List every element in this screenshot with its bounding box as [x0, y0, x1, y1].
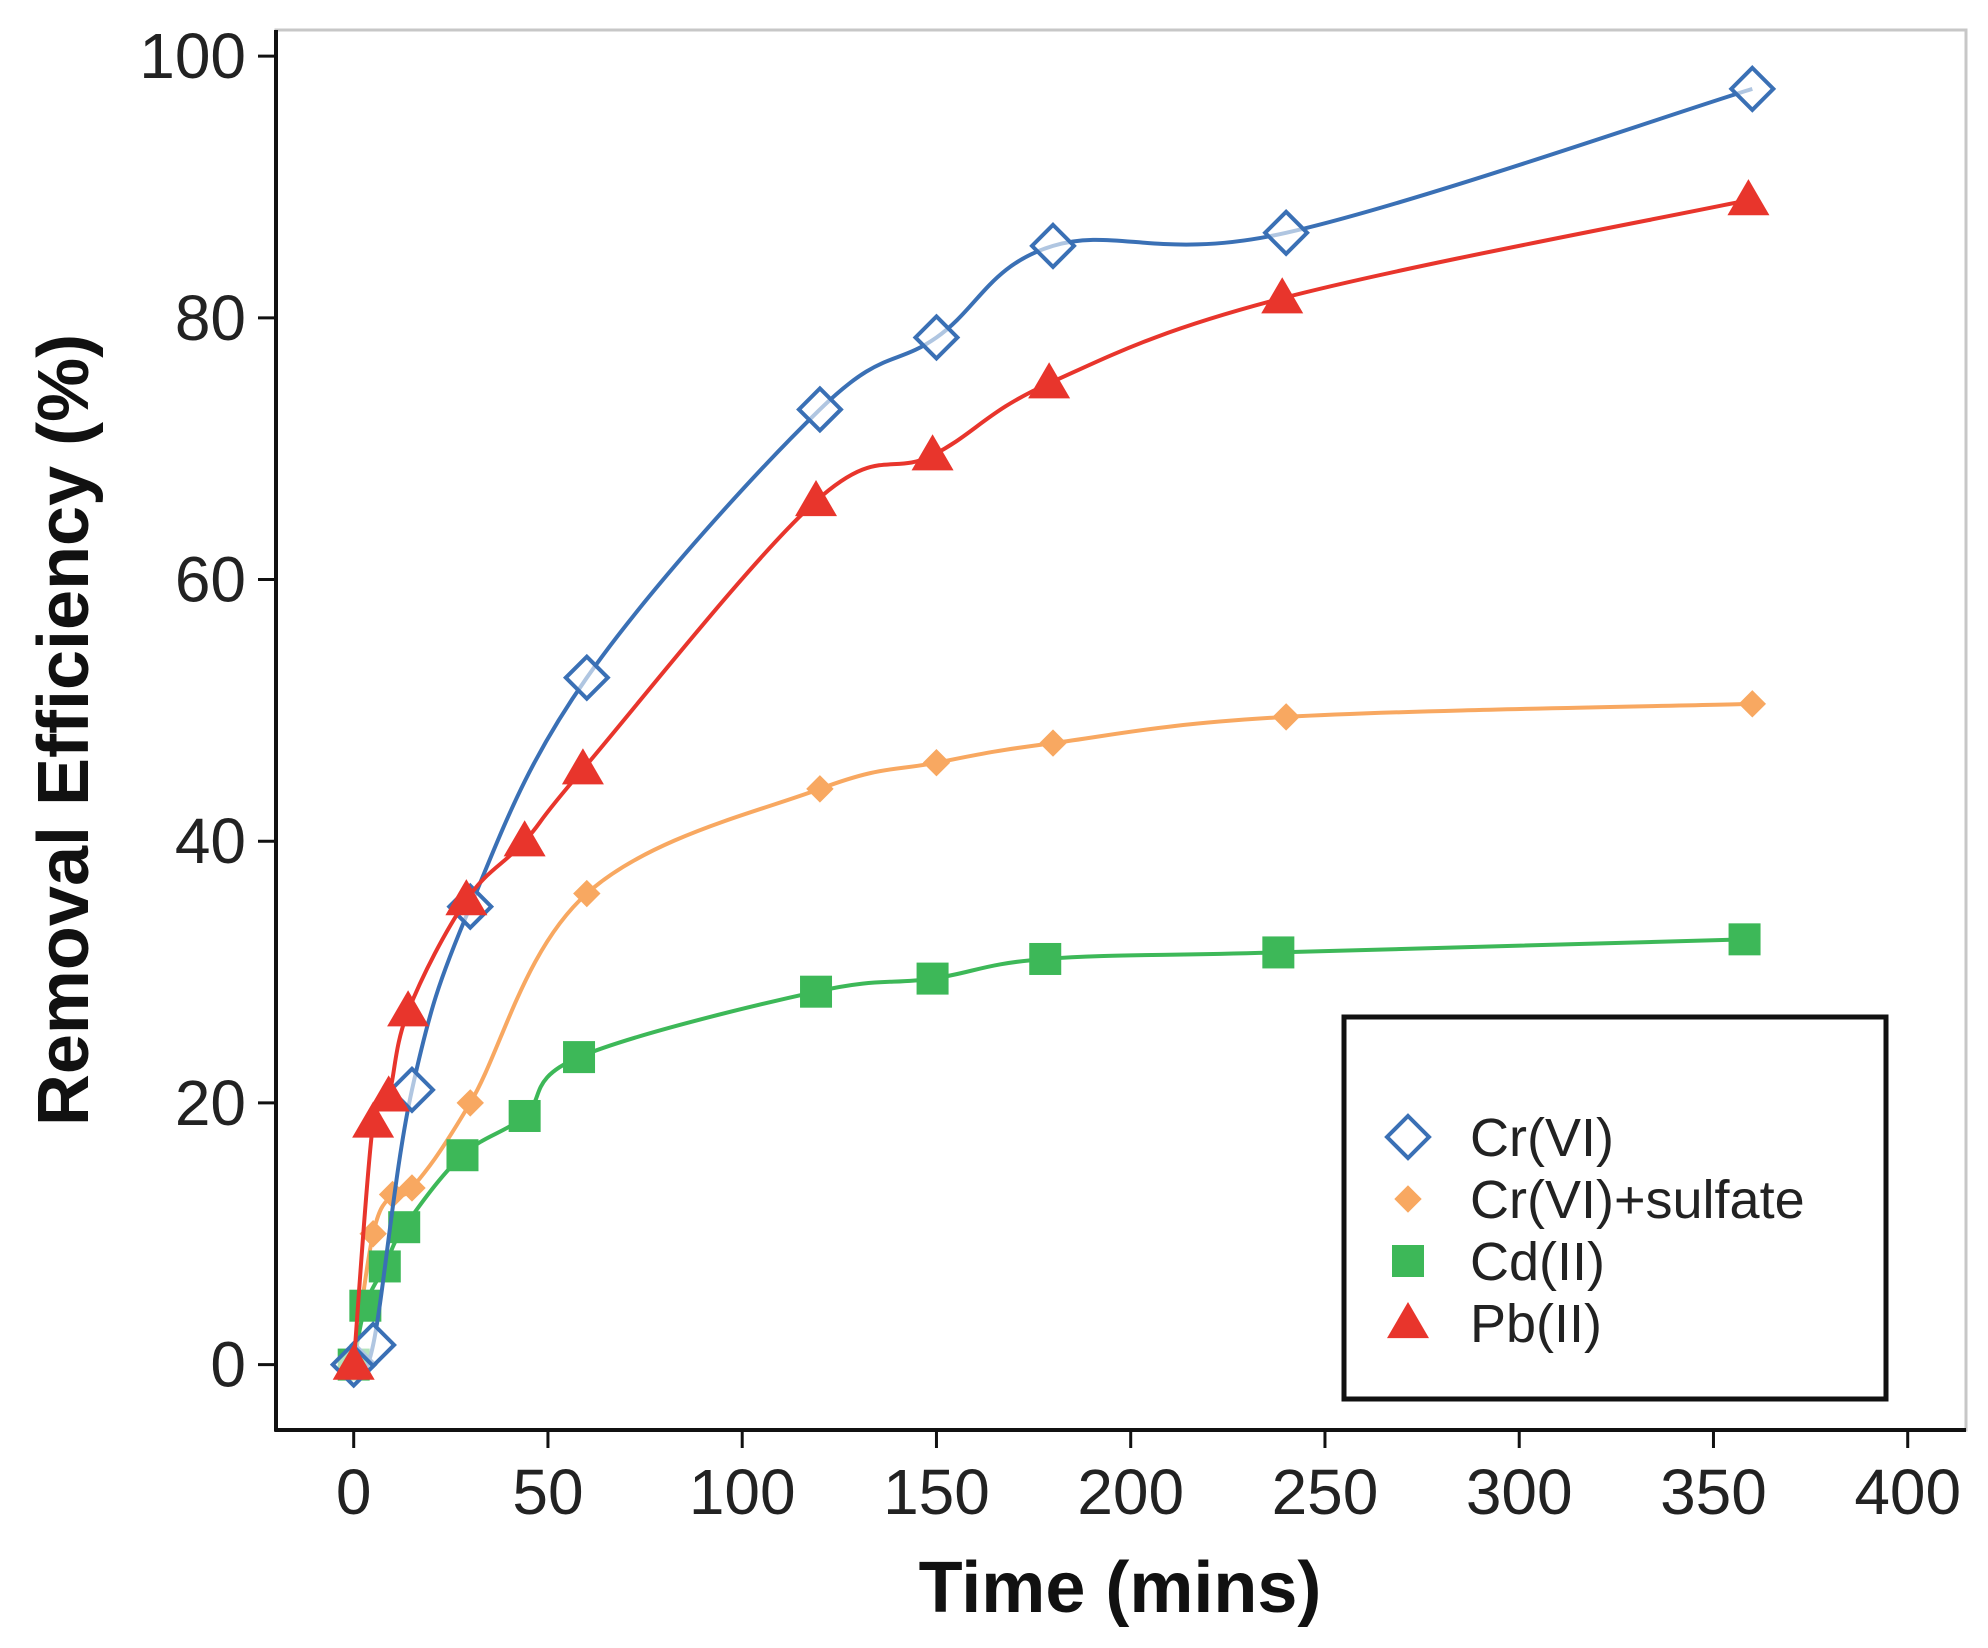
- data-point: [1029, 942, 1062, 975]
- legend-label: Cr(VI)+sulfate: [1470, 1170, 1805, 1230]
- data-point: [922, 749, 951, 777]
- data-point: [1039, 729, 1067, 757]
- series-cd-ii: [337, 923, 1761, 1381]
- y-tick-label: 100: [139, 20, 246, 92]
- series-cr-vi: [329, 65, 1777, 1389]
- x-tick-label: 50: [512, 1456, 583, 1528]
- y-tick-label: 0: [210, 1329, 246, 1401]
- legend-marker: [1384, 1113, 1432, 1161]
- legend-marker: [1392, 1245, 1424, 1277]
- legend-marker: [1394, 1185, 1422, 1213]
- data-point: [1727, 179, 1770, 216]
- data-point: [806, 775, 834, 803]
- data-point: [398, 1174, 426, 1202]
- x-tick-label: 100: [689, 1456, 796, 1528]
- legend-box: [1341, 1014, 1889, 1402]
- data-point: [916, 962, 949, 995]
- data-point: [563, 1041, 596, 1074]
- data-point: [445, 879, 488, 916]
- x-axis-title: Time (mins): [919, 1548, 1322, 1628]
- x-tick-label: 0: [336, 1456, 372, 1528]
- x-tick-label: 150: [883, 1456, 990, 1528]
- data-point: [352, 1101, 395, 1138]
- x-tick-label: 350: [1660, 1456, 1767, 1528]
- x-tick-label: 300: [1466, 1456, 1573, 1528]
- data-point: [367, 1075, 410, 1112]
- data-point: [1738, 690, 1767, 718]
- x-tick-label: 200: [1077, 1456, 1184, 1528]
- data-point: [800, 975, 833, 1008]
- data-point: [387, 990, 430, 1027]
- data-point: [446, 1139, 479, 1172]
- data-point: [912, 313, 961, 362]
- legend-label: Cd(II): [1470, 1232, 1605, 1292]
- legend-label: Pb(II): [1470, 1294, 1602, 1354]
- series-pb-ii: [332, 179, 1770, 1380]
- data-point: [508, 1099, 541, 1132]
- data-point: [561, 748, 604, 785]
- data-point: [796, 385, 844, 434]
- y-tick-label: 60: [175, 544, 246, 616]
- data-point: [503, 820, 546, 857]
- y-tick-label: 80: [175, 282, 246, 354]
- data-point: [1029, 222, 1077, 270]
- data-point: [1272, 703, 1300, 731]
- data-point: [332, 1343, 375, 1380]
- axes: 0 50 100 150 200 250 300 350 400 0 20 40 60 80 100: [139, 20, 1966, 1528]
- data-point: [562, 653, 611, 702]
- series-group: [329, 65, 1777, 1389]
- data-point: [1262, 208, 1310, 257]
- data-point: [349, 1321, 397, 1369]
- data-point: [1728, 65, 1777, 113]
- data-point: [1028, 362, 1071, 399]
- data-point: [456, 1089, 484, 1117]
- data-point: [1728, 923, 1761, 956]
- y-tick-label: 40: [175, 805, 246, 877]
- x-tick-label: 400: [1854, 1456, 1961, 1528]
- data-point: [911, 434, 954, 471]
- y-axis-title: Removal Efficiency (%): [24, 334, 104, 1126]
- data-point: [573, 879, 601, 908]
- data-point: [795, 480, 838, 517]
- y-tick-label: 20: [175, 1067, 246, 1139]
- legend-marker: [1387, 1302, 1429, 1339]
- data-point: [1261, 277, 1304, 314]
- data-point: [1262, 936, 1295, 969]
- x-tick-label: 250: [1272, 1456, 1379, 1528]
- legend-label: Cr(VI): [1470, 1108, 1614, 1168]
